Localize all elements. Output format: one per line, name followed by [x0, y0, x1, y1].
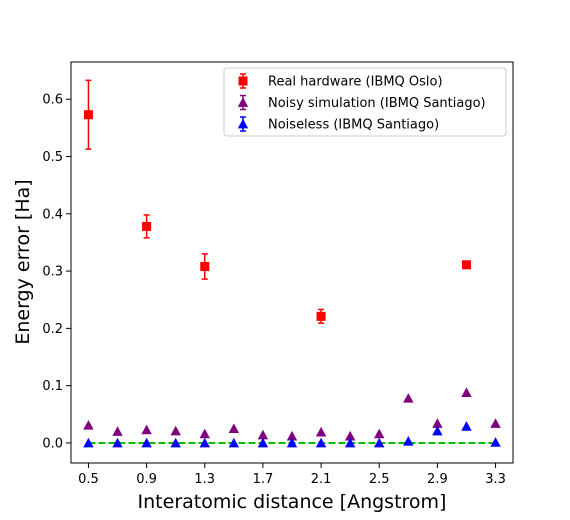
data-point — [403, 393, 414, 403]
data-point — [199, 428, 210, 439]
data-point — [374, 437, 385, 448]
data-point — [344, 430, 356, 441]
x-tick-label: 2.1 — [311, 472, 332, 487]
y-tick-label: 0.6 — [42, 93, 63, 108]
legend-marker — [238, 76, 248, 86]
data-point — [432, 418, 443, 428]
data-point — [112, 426, 123, 436]
x-tick-label: 2.9 — [427, 472, 448, 487]
x-tick-label: 1.3 — [194, 472, 215, 487]
data-point — [83, 419, 94, 430]
data-point — [142, 221, 152, 231]
y-tick-label: 0.3 — [42, 265, 63, 280]
data-point — [315, 437, 327, 448]
data-point — [200, 262, 210, 272]
data-point — [228, 437, 240, 448]
data-point — [461, 387, 472, 397]
data-point — [316, 311, 326, 321]
y-tick-label: 0.0 — [42, 436, 63, 451]
data-point — [374, 428, 385, 439]
data-point — [83, 110, 93, 120]
legend-item: Noiseless (IBMQ Santiago) — [237, 116, 439, 133]
data-point — [199, 437, 210, 448]
x-tick-label: 0.9 — [136, 472, 157, 487]
legend-label: Noisy simulation (IBMQ Santiago) — [268, 96, 486, 111]
legend-item: Real hardware (IBMQ Oslo) — [238, 73, 443, 90]
y-tick-label: 0.1 — [42, 379, 63, 394]
data-point — [141, 424, 152, 435]
y-tick-label: 0.2 — [42, 322, 63, 337]
legend: Real hardware (IBMQ Oslo) Noisy simulatio… — [223, 67, 507, 137]
legend-label: Noiseless (IBMQ Santiago) — [268, 118, 439, 133]
x-tick-label: 2.5 — [369, 472, 390, 487]
legend-box — [223, 67, 507, 137]
legend-item: Noisy simulation (IBMQ Santiago) — [237, 94, 486, 111]
data-point — [286, 430, 298, 441]
data-point — [170, 425, 181, 436]
series-1 — [83, 79, 471, 324]
data-point — [228, 423, 240, 434]
data-point — [315, 426, 327, 437]
data-point — [257, 429, 269, 440]
y-tick-label: 0.5 — [42, 150, 63, 165]
plot-frame — [70, 61, 514, 464]
x-tick-label: 1.7 — [253, 472, 274, 487]
data-point — [112, 437, 123, 448]
data-point — [170, 437, 181, 448]
legend-label: Real hardware (IBMQ Oslo) — [268, 75, 443, 90]
data-point — [461, 260, 471, 270]
data-point — [461, 421, 472, 431]
x-axis: 0.5 0.9 1.3 1.7 2.1 2.5 2.9 3.3 — [78, 463, 506, 487]
series-2 — [83, 387, 501, 441]
data-point — [141, 437, 152, 448]
data-point — [83, 437, 94, 448]
legend-marker — [237, 118, 249, 129]
data-point — [403, 436, 414, 446]
data-point — [490, 418, 501, 428]
y-tick-label: 0.4 — [42, 207, 63, 222]
x-tick-label: 0.5 — [78, 472, 99, 487]
data-point — [286, 437, 298, 448]
x-tick-label: 3.3 — [485, 472, 506, 487]
x-axis-title: Interatomic distance [Angstrom] — [138, 491, 447, 513]
data-point — [490, 437, 501, 447]
data-point — [432, 425, 443, 436]
series-3 — [83, 421, 501, 448]
data-point — [257, 437, 269, 448]
data-point — [344, 437, 356, 448]
y-axis: 0.0 0.1 0.2 0.3 0.4 0.5 0.6 — [42, 93, 71, 451]
legend-marker — [237, 97, 249, 107]
y-axis-title: Energy error [Ha] — [12, 179, 34, 344]
plot-content — [83, 79, 501, 448]
